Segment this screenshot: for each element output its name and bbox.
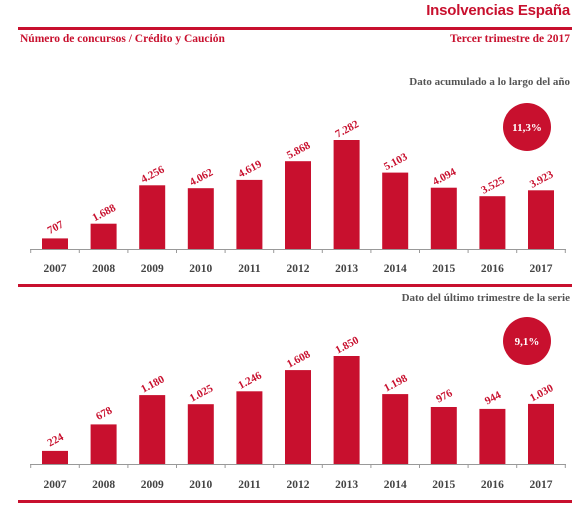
value-label-2016: 3.525 bbox=[479, 174, 507, 196]
bar-2014 bbox=[382, 172, 409, 249]
tick-label-2010: 2010 bbox=[189, 479, 212, 491]
bar-2016 bbox=[479, 408, 506, 464]
panel-2-label: Dato del último trimestre de la serie bbox=[401, 292, 570, 304]
value-label-2012: 5.868 bbox=[285, 139, 313, 161]
value-label-2014: 1.198 bbox=[382, 372, 410, 394]
value-label-2009: 1.180 bbox=[139, 373, 167, 395]
bar-2013 bbox=[333, 140, 360, 249]
tick-label-2011: 2011 bbox=[238, 479, 261, 491]
growth-badge bbox=[503, 103, 551, 151]
tick-label-2014: 2014 bbox=[384, 479, 407, 491]
bar-2011 bbox=[236, 179, 263, 249]
tick-label-2012: 2012 bbox=[287, 263, 310, 275]
bar-2017 bbox=[528, 190, 554, 249]
bar-2012 bbox=[285, 370, 311, 464]
growth-badge-label: 9,1% bbox=[515, 336, 540, 348]
panel-1-divider bbox=[18, 284, 572, 287]
header-period: Tercer trimestre de 2017 bbox=[450, 33, 570, 45]
value-label-2011: 4.619 bbox=[236, 158, 264, 180]
bar-2010 bbox=[187, 188, 214, 249]
value-label-2007: 707 bbox=[45, 218, 66, 237]
value-label-2011: 1.246 bbox=[236, 369, 264, 391]
value-label-2015: 976 bbox=[434, 387, 455, 406]
value-label-2013: 1.850 bbox=[333, 334, 361, 356]
tick-label-2012: 2012 bbox=[287, 479, 310, 491]
tick-label-2009: 2009 bbox=[141, 479, 164, 491]
tick-label-2016: 2016 bbox=[481, 263, 504, 275]
bar-2007 bbox=[42, 238, 68, 249]
value-label-2010: 4.062 bbox=[188, 166, 216, 188]
value-label-2016: 944 bbox=[483, 389, 504, 408]
bar-2007 bbox=[42, 450, 68, 464]
tick-label-2014: 2014 bbox=[384, 263, 407, 275]
bar-2009 bbox=[139, 185, 166, 249]
bar-2015 bbox=[430, 407, 457, 464]
tick-label-2007: 2007 bbox=[44, 263, 67, 275]
bar-2010 bbox=[187, 404, 214, 464]
bar-2008 bbox=[90, 424, 117, 464]
bar-2012 bbox=[285, 161, 311, 249]
value-label-2014: 5.103 bbox=[382, 151, 410, 173]
bar-2014 bbox=[382, 394, 409, 464]
value-label-2009: 4.256 bbox=[139, 163, 167, 185]
tick-label-2009: 2009 bbox=[141, 263, 164, 275]
value-label-2008: 678 bbox=[94, 404, 115, 423]
tick-label-2011: 2011 bbox=[238, 263, 261, 275]
tick-label-2016: 2016 bbox=[481, 479, 504, 491]
bar-2013 bbox=[333, 356, 360, 464]
bar-2016 bbox=[479, 196, 506, 249]
value-label-2008: 1.688 bbox=[90, 202, 118, 224]
value-label-2015: 4.094 bbox=[431, 166, 459, 188]
value-label-2010: 1.025 bbox=[188, 382, 216, 404]
tick-label-2010: 2010 bbox=[189, 263, 212, 275]
tick-label-2017: 2017 bbox=[530, 263, 553, 275]
tick-label-2015: 2015 bbox=[432, 479, 455, 491]
tick-label-2008: 2008 bbox=[92, 479, 115, 491]
tick-label-2015: 2015 bbox=[432, 263, 455, 275]
page-title: Insolvencias España bbox=[426, 2, 570, 19]
value-label-2013: 7.282 bbox=[333, 118, 361, 140]
tick-label-2017: 2017 bbox=[530, 479, 553, 491]
tick-label-2007: 2007 bbox=[44, 479, 67, 491]
bar-2011 bbox=[236, 391, 263, 464]
bar-2009 bbox=[139, 395, 166, 464]
value-label-2007: 224 bbox=[45, 431, 66, 450]
value-label-2012: 1.608 bbox=[285, 348, 313, 370]
growth-badge bbox=[503, 317, 551, 365]
panel-1-label: Dato acumulado a lo largo del año bbox=[409, 76, 570, 88]
top-divider bbox=[18, 27, 572, 30]
bar-2015 bbox=[430, 187, 457, 249]
growth-badge-label: 11,3% bbox=[512, 122, 542, 134]
value-label-2017: 1.030 bbox=[528, 382, 556, 404]
panel-2-divider bbox=[18, 500, 572, 503]
tick-label-2013: 2013 bbox=[335, 263, 358, 275]
bar-2008 bbox=[90, 223, 117, 249]
value-label-2017: 3.923 bbox=[528, 168, 556, 190]
tick-label-2008: 2008 bbox=[92, 263, 115, 275]
bar-2017 bbox=[528, 403, 554, 464]
header-subtitle: Número de concursos / Crédito y Caución bbox=[20, 33, 225, 45]
tick-label-2013: 2013 bbox=[335, 479, 358, 491]
